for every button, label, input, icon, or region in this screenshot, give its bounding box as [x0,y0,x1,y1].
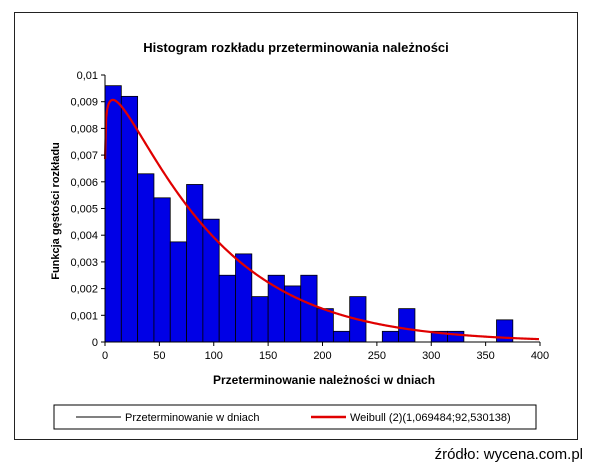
histogram-bar-2 [137,173,155,343]
legend-box [53,404,537,430]
y-tick-label: 0,005 [70,204,98,216]
x-tick-label: 50 [153,350,165,362]
source-note: źródło: wycena.com.pl [434,446,583,463]
y-tick-label: 0,006 [70,177,98,189]
histogram-bar-0 [104,85,122,343]
curve-layer [103,98,540,341]
y-tick-label: 0,01 [77,70,98,82]
histogram-bar-18 [398,308,416,343]
legend: Przeterminowanie w dniach Weibull (2)(1,… [53,404,537,430]
y-tick-label: 0,008 [70,123,98,135]
histogram-bar-17 [381,330,400,343]
x-tick-label: 400 [531,350,549,362]
y-tick-label: 0,007 [70,150,98,162]
histogram-bar-11 [284,285,302,343]
y-tick-label: 0,004 [70,230,98,242]
x-tick-label: 150 [259,350,277,362]
x-tick-label: 350 [476,350,494,362]
x-tick-label: 250 [368,350,386,362]
axis-layer: 0 0,001 0,002 0,003 0,004 0,005 0,006 0,007 0,00… [70,70,549,362]
histogram-bar-6 [202,218,220,343]
histogram-bar-4 [169,241,187,343]
histogram-bar-13 [316,308,334,343]
chart-frame: Histogram rozkładu przeterminowania nale… [14,12,578,440]
x-tick-label: 100 [205,350,223,362]
histogram-bar-8 [235,253,253,343]
x-tick-label: 0 [102,350,108,362]
x-tick-label: 300 [422,350,440,362]
legend-label-histogram: Przeterminowanie w dniach [125,412,260,424]
y-tick-label: 0,009 [70,97,98,109]
x-tick-label: 200 [313,350,331,362]
histogram-bar-10 [267,274,285,343]
y-tick-label: 0,003 [70,257,98,269]
y-axis-label: Funkcja gęstości rozkładu [50,142,62,280]
histogram-bar-9 [251,296,269,343]
legend-label-weibull: Weibull (2)(1,069484;92,530138) [350,412,511,424]
y-tick-label: 0,001 [70,310,98,322]
histogram-bar-12 [300,274,318,343]
chart-title: Histogram rozkładu przeterminowania nale… [143,40,449,55]
weibull-curve [103,98,540,341]
y-tick-label: 0 [92,337,98,349]
histogram-bar-7 [218,274,236,343]
histogram-chart: Histogram rozkładu przeterminowania nale… [50,40,549,430]
histogram-bar-1 [120,95,139,343]
histogram-bar-3 [153,197,171,343]
x-axis-label: Przeterminowanie należności w dniach [213,373,435,387]
histogram-bar-14 [332,330,351,343]
y-tick-label: 0,002 [70,284,98,296]
